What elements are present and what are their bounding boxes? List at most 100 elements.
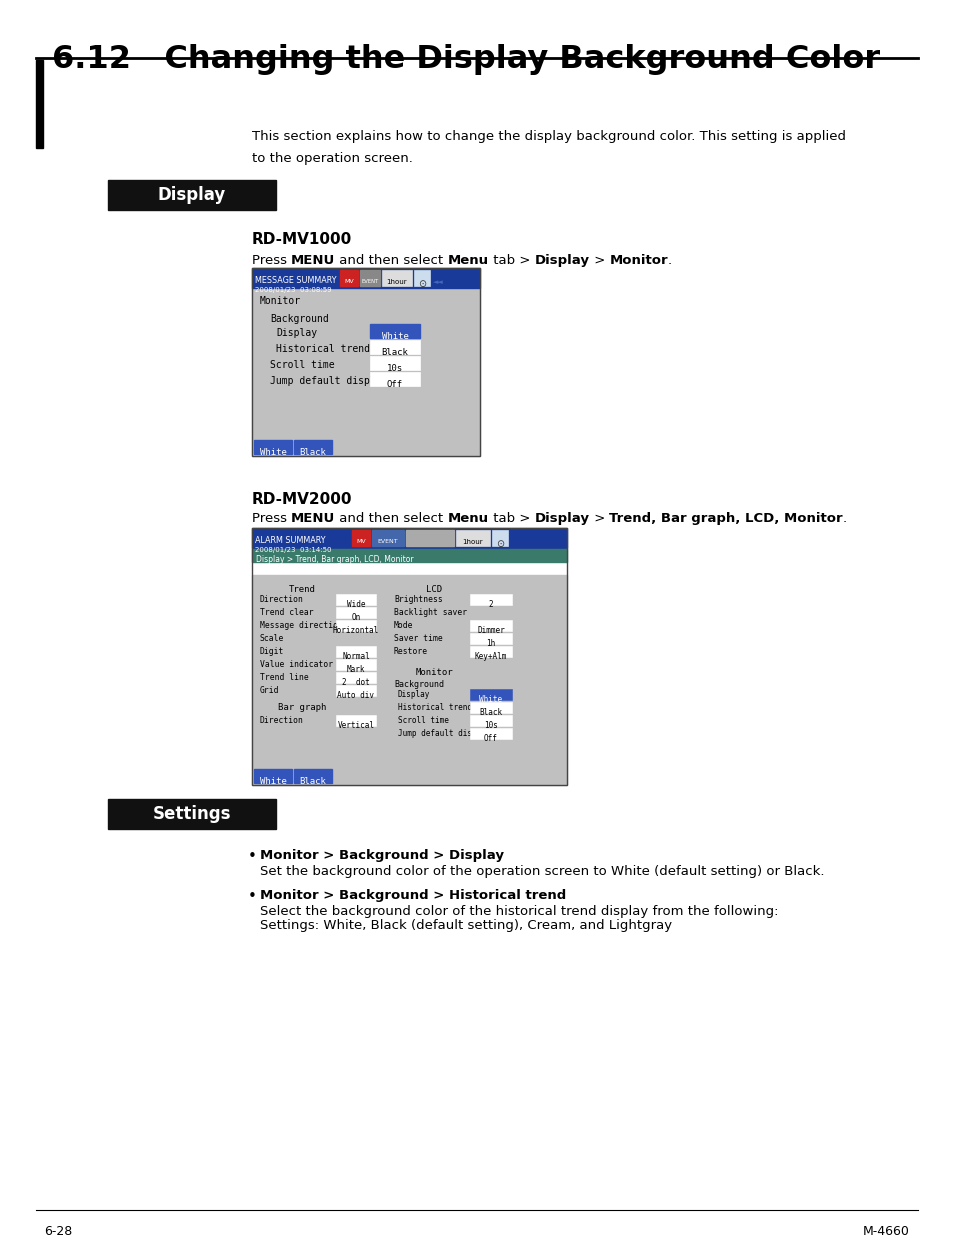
Text: and then select: and then select [335, 513, 447, 525]
Text: Display: Display [397, 690, 430, 699]
Text: Jump default display: Jump default display [270, 375, 387, 387]
Text: 1hour: 1hour [386, 279, 407, 285]
Bar [372, 530, 403, 546]
Text: Vertical: Vertical [337, 721, 375, 730]
Text: Brightness: Brightness [394, 595, 442, 604]
Text: Key+Alm: Key+Alm [475, 652, 507, 661]
Text: Grid: Grid [260, 685, 279, 695]
Text: 1hour: 1hour [462, 538, 483, 545]
Bar [370, 356, 419, 370]
Bar [370, 372, 419, 387]
Text: Monitor > Background > Historical trend: Monitor > Background > Historical trend [260, 889, 566, 902]
Bar [470, 646, 512, 657]
Text: Backlight saver: Backlight saver [394, 608, 467, 618]
Text: tab >: tab > [489, 254, 535, 267]
Text: White: White [381, 332, 408, 341]
Text: Off: Off [387, 380, 402, 389]
Text: White: White [259, 777, 286, 785]
Text: M-4660: M-4660 [862, 1225, 909, 1235]
Text: Direction: Direction [260, 595, 304, 604]
Bar [335, 646, 375, 657]
Text: •: • [248, 848, 256, 864]
Text: Off: Off [483, 734, 497, 743]
Text: Trend clear: Trend clear [260, 608, 314, 618]
Text: Horizontal: Horizontal [333, 626, 378, 635]
Text: ⊙: ⊙ [496, 538, 503, 550]
Text: Message direction: Message direction [260, 621, 342, 630]
Bar [335, 606, 375, 618]
Text: .: . [667, 254, 672, 267]
Text: Menu: Menu [447, 254, 489, 267]
Text: Display: Display [535, 254, 589, 267]
Text: 6.12   Changing the Display Background Color: 6.12 Changing the Display Background Col… [52, 44, 880, 75]
Text: Background: Background [270, 314, 329, 324]
Bar [252, 550, 566, 562]
Bar [352, 530, 370, 546]
Text: Saver time: Saver time [394, 634, 442, 643]
Bar [252, 576, 566, 785]
Text: Background: Background [394, 680, 443, 689]
Bar [252, 288, 479, 456]
Text: Monitor: Monitor [260, 296, 301, 306]
Text: MV: MV [344, 279, 354, 284]
Text: Select the background color of the historical trend display from the following:: Select the background color of the histo… [260, 905, 778, 918]
Text: ⊙: ⊙ [417, 279, 426, 289]
Text: ◄◄: ◄◄ [432, 279, 443, 285]
Text: Scroll time: Scroll time [397, 716, 449, 725]
Bar [252, 268, 479, 456]
Text: Press: Press [252, 513, 291, 525]
Bar [414, 270, 430, 287]
Text: Settings: Settings [152, 805, 231, 823]
Bar [470, 634, 512, 643]
Text: RD-MV1000: RD-MV1000 [252, 232, 352, 247]
Bar [108, 799, 275, 829]
Text: Settings: White, Black (default setting), Cream, and Lightgray: Settings: White, Black (default setting)… [260, 919, 672, 932]
Text: >: > [589, 513, 609, 525]
Text: Auto div: Auto div [337, 692, 375, 700]
Bar [492, 530, 507, 546]
Text: Digit: Digit [260, 647, 284, 656]
Bar [36, 61, 43, 148]
Text: Display: Display [275, 329, 316, 338]
Text: Black: Black [299, 777, 326, 785]
Text: On: On [351, 613, 360, 622]
Text: Value indicator: Value indicator [260, 659, 333, 669]
Text: 6-28: 6-28 [44, 1225, 72, 1235]
Text: Trend: Trend [288, 585, 315, 594]
Text: Historical trend: Historical trend [397, 703, 472, 713]
Text: Display: Display [535, 513, 589, 525]
Bar [335, 594, 375, 605]
Text: LCD: LCD [425, 585, 441, 594]
Text: 10s: 10s [387, 364, 402, 373]
Bar [335, 715, 375, 726]
Text: 2: 2 [488, 600, 493, 609]
Text: MESSAGE SUMMARY: MESSAGE SUMMARY [254, 275, 336, 285]
Text: Black: Black [479, 708, 502, 718]
Text: 10s: 10s [483, 721, 497, 730]
Text: Mark: Mark [346, 664, 365, 674]
Text: White: White [259, 448, 286, 457]
Bar [470, 620, 512, 631]
Text: Scroll time: Scroll time [270, 359, 335, 370]
Bar [470, 727, 512, 739]
Bar [252, 268, 479, 288]
Bar [470, 594, 512, 605]
Bar [456, 530, 490, 546]
Text: EVENT: EVENT [377, 538, 398, 543]
Bar [253, 440, 292, 454]
Text: RD-MV2000: RD-MV2000 [252, 492, 352, 508]
Bar [381, 270, 412, 287]
Text: Display > Trend, Bar graph, LCD, Monitor: Display > Trend, Bar graph, LCD, Monitor [255, 555, 414, 564]
Text: This section explains how to change the display background color. This setting i: This section explains how to change the … [252, 130, 845, 143]
Text: MV: MV [355, 538, 365, 543]
Text: 2008/01/23  03:08:59: 2008/01/23 03:08:59 [254, 287, 332, 293]
Text: Trend line: Trend line [260, 673, 309, 682]
Text: Monitor: Monitor [609, 254, 667, 267]
Text: MENU: MENU [291, 254, 335, 267]
Text: Dimmer: Dimmer [476, 626, 504, 635]
Bar [470, 715, 512, 726]
Text: ALARM SUMMARY: ALARM SUMMARY [254, 536, 325, 545]
Bar [470, 689, 512, 700]
Bar [370, 324, 419, 338]
Text: Black: Black [381, 348, 408, 357]
